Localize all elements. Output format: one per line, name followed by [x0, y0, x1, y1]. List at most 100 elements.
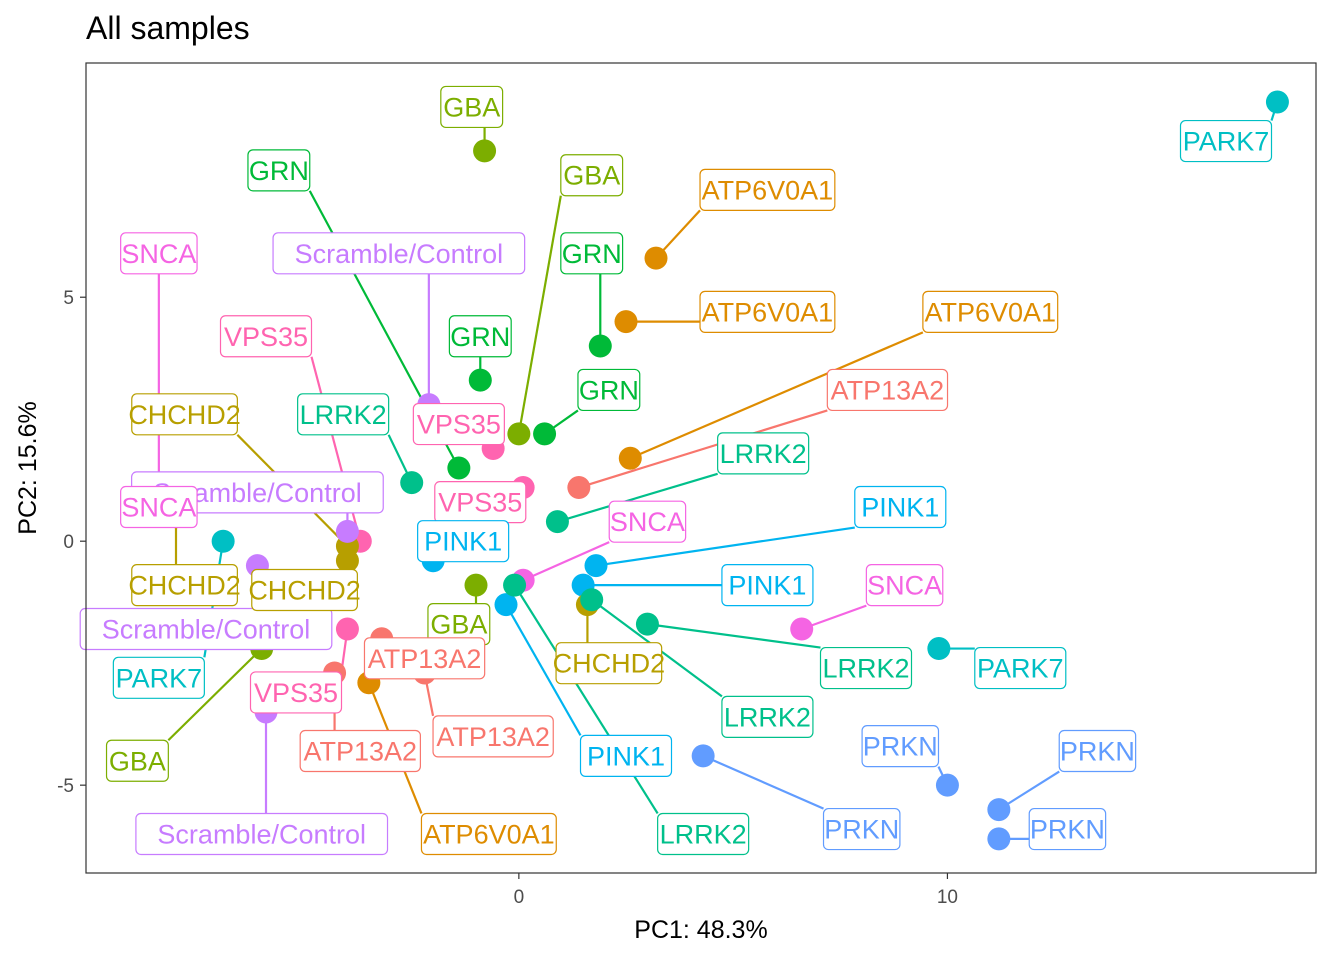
point-label: GBA — [427, 603, 491, 646]
leader-line — [557, 472, 718, 523]
point-label: PINK1 — [417, 520, 510, 563]
point-label-text: LRRK2 — [724, 702, 811, 732]
point-label-text: GBA — [430, 610, 487, 640]
point-label: VPS35 — [219, 315, 313, 358]
point-label: ATP13A2 — [826, 368, 949, 412]
point-label-text: LRRK2 — [720, 439, 807, 469]
point-label-text: PINK1 — [728, 571, 806, 601]
point-label: PRKN — [1028, 807, 1107, 851]
point-label-box — [297, 393, 390, 436]
data-point — [533, 422, 557, 446]
data-point — [468, 368, 492, 392]
point-label: Scramble/Control — [272, 232, 526, 275]
data-point — [1265, 90, 1289, 114]
point-label-text: ATP13A2 — [303, 737, 417, 767]
point-label: PARK7 — [1179, 119, 1273, 163]
point-label-text: PRKN — [863, 732, 938, 762]
point-label-text: ATP13A2 — [368, 644, 482, 674]
point-label-text: Scramble/Control — [295, 239, 504, 269]
point-label: VPS35 — [249, 671, 343, 714]
point-label-box — [412, 402, 505, 446]
plot-panel-border — [85, 62, 1317, 874]
point-label: SNCA — [865, 564, 944, 607]
point-label-box — [721, 564, 814, 607]
point-label: PINK1 — [579, 734, 673, 777]
point-label: GBA — [105, 739, 169, 782]
axes: 0 10 -5 0 5 — [57, 288, 958, 908]
leader-line — [513, 584, 659, 815]
point-label: SNCA — [608, 500, 687, 543]
point-label-text: VPS35 — [417, 410, 501, 440]
point-label-text: ATP13A2 — [831, 375, 945, 405]
point-label-text: CHCHD2 — [128, 400, 241, 430]
data-point — [545, 510, 569, 534]
point-label: GRN — [560, 232, 624, 275]
point-label-box — [974, 646, 1067, 690]
point-label-text: SNCA — [121, 493, 196, 523]
data-point — [580, 588, 604, 612]
leader-line — [517, 195, 562, 435]
point-label-text: PARK7 — [1183, 127, 1270, 157]
leader-line — [505, 604, 582, 736]
point-label: VPS35 — [412, 402, 505, 446]
point-label-box — [120, 232, 198, 275]
point-label-box — [131, 564, 238, 607]
data-point — [987, 827, 1011, 851]
leader-line — [578, 409, 828, 489]
point-label: LRRK2 — [657, 812, 750, 856]
point-label-text: Scramble/Control — [102, 615, 311, 645]
point-label-box — [440, 85, 504, 129]
point-label-text: Scramble/Control — [157, 819, 366, 849]
data-point — [464, 573, 488, 597]
point-label: PARK7 — [112, 656, 205, 699]
point-label-text: GRN — [562, 239, 622, 269]
point-label: ATP6V0A1 — [922, 290, 1059, 333]
point-labels: PARK7 GBA GRN GBA ATP6V0A1 ATP6V0A1 ATP6V0A1 GR… — [79, 85, 1273, 856]
point-label-box — [448, 315, 512, 358]
data-point — [588, 334, 612, 358]
point-label-box — [251, 568, 358, 612]
point-label-text: VPS35 — [438, 488, 522, 518]
point-label-box — [865, 564, 944, 607]
y-tick-label: 5 — [63, 288, 74, 309]
point-label-text: GBA — [563, 161, 620, 191]
point-label-text: ATP13A2 — [436, 722, 550, 752]
point-label-box — [219, 315, 313, 358]
data-point — [335, 549, 359, 573]
point-label: GRN — [247, 149, 311, 192]
data-point — [614, 310, 638, 334]
point-label-box — [299, 729, 421, 773]
point-label: SNCA — [120, 485, 198, 529]
point-label: ATP6V0A1 — [699, 168, 836, 211]
data-point — [335, 519, 359, 543]
data-point — [507, 422, 531, 446]
point-label-text: ATP6V0A1 — [702, 297, 834, 327]
data-point — [691, 744, 715, 768]
point-label-text: ATP6V0A1 — [702, 175, 834, 205]
point-label-box — [861, 725, 940, 768]
data-point — [567, 476, 591, 500]
point-label: CHCHD2 — [248, 568, 361, 612]
data-point — [447, 456, 471, 480]
point-label: LRRK2 — [297, 393, 390, 436]
point-label: ATP13A2 — [432, 715, 554, 758]
point-label-text: LRRK2 — [660, 819, 747, 849]
point-label-box — [717, 432, 810, 475]
data-point — [935, 773, 959, 797]
point-label-box — [608, 500, 687, 543]
point-label: GRN — [448, 315, 512, 358]
leader-line — [629, 331, 924, 460]
point-label-text: PRKN — [1030, 815, 1105, 845]
point-label-box — [1179, 119, 1273, 163]
x-axis-title: PC1: 48.3% — [634, 916, 767, 944]
point-label-text: ATP6V0A1 — [423, 819, 555, 849]
point-label-text: GBA — [443, 92, 500, 122]
point-label: CHCHD2 — [128, 564, 241, 607]
leader-line — [310, 356, 362, 542]
data-point — [494, 593, 518, 617]
point-label-text: CHCHD2 — [128, 571, 241, 601]
point-label-box — [249, 671, 343, 714]
point-label: ATP13A2 — [363, 637, 486, 680]
data-point — [473, 139, 497, 163]
